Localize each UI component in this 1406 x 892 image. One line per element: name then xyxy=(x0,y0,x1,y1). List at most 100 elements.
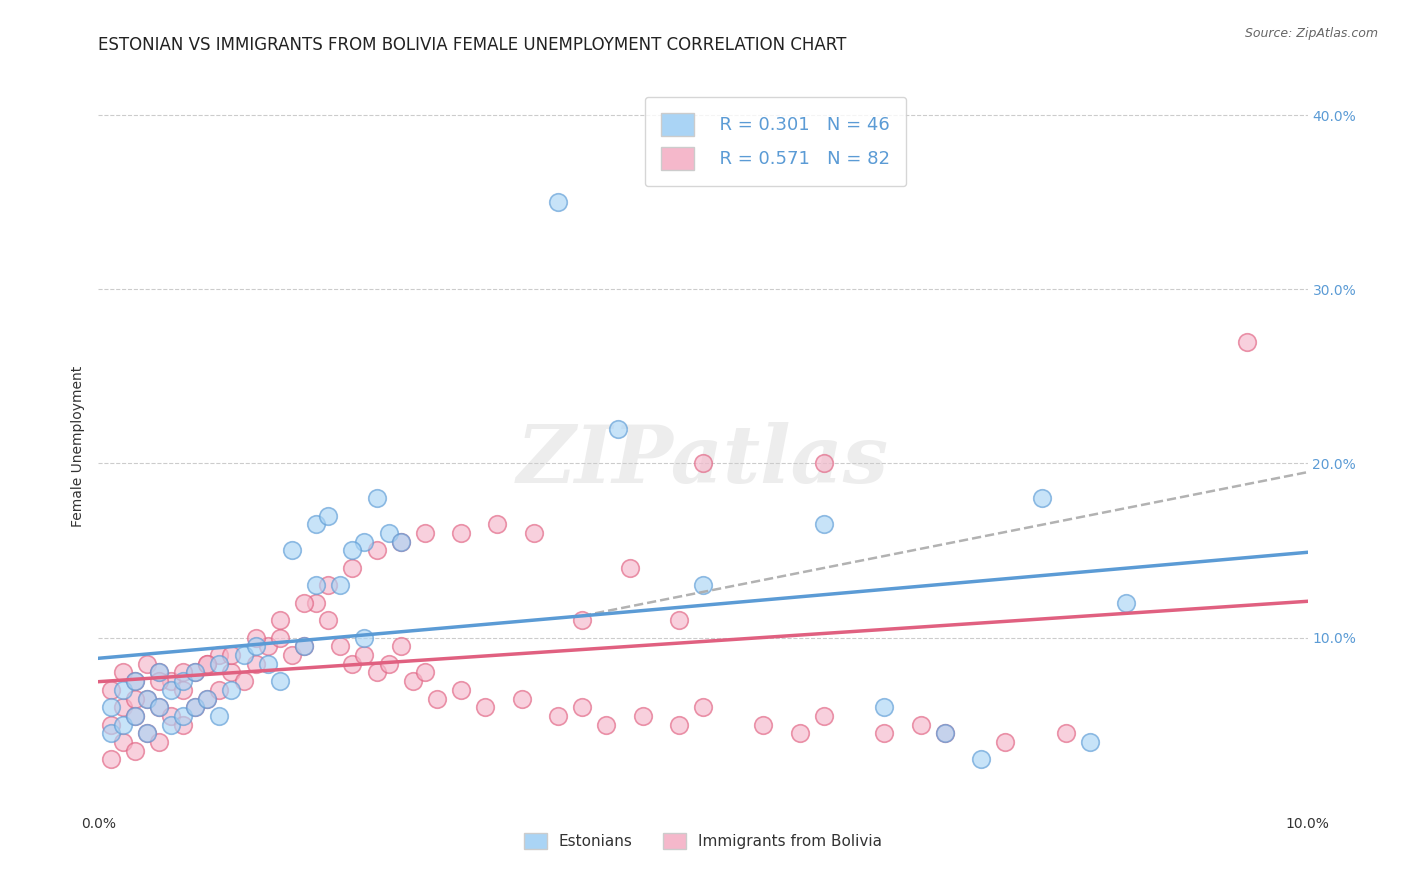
Point xyxy=(124,674,146,689)
Point xyxy=(329,640,352,654)
Point xyxy=(100,726,122,740)
Point xyxy=(148,674,170,689)
Point xyxy=(474,700,496,714)
Point xyxy=(389,534,412,549)
Point xyxy=(148,665,170,680)
Point xyxy=(135,726,157,740)
Point xyxy=(353,648,375,662)
Point xyxy=(135,691,157,706)
Point xyxy=(160,717,183,731)
Point xyxy=(402,674,425,689)
Point xyxy=(172,709,194,723)
Point xyxy=(100,717,122,731)
Point xyxy=(195,657,218,671)
Point xyxy=(111,682,134,697)
Point xyxy=(160,674,183,689)
Point xyxy=(269,631,291,645)
Point xyxy=(607,421,630,435)
Point xyxy=(389,640,412,654)
Point xyxy=(172,682,194,697)
Point xyxy=(366,543,388,558)
Point xyxy=(256,640,278,654)
Point xyxy=(281,543,304,558)
Point xyxy=(426,691,449,706)
Point xyxy=(342,561,364,575)
Point xyxy=(342,657,364,671)
Point xyxy=(124,709,146,723)
Point xyxy=(148,700,170,714)
Point xyxy=(232,674,254,689)
Point xyxy=(172,717,194,731)
Point xyxy=(281,648,304,662)
Point xyxy=(353,534,375,549)
Point xyxy=(245,631,267,645)
Point xyxy=(208,709,231,723)
Point xyxy=(329,578,352,592)
Point xyxy=(813,517,835,532)
Point xyxy=(413,665,436,680)
Point xyxy=(232,648,254,662)
Point xyxy=(184,665,207,680)
Point xyxy=(292,640,315,654)
Point xyxy=(221,648,243,662)
Point xyxy=(547,709,569,723)
Point xyxy=(184,700,207,714)
Point xyxy=(413,526,436,541)
Point xyxy=(256,657,278,671)
Point xyxy=(305,596,328,610)
Point xyxy=(111,700,134,714)
Point xyxy=(1078,735,1101,749)
Point xyxy=(184,700,207,714)
Point xyxy=(571,700,593,714)
Point xyxy=(184,665,207,680)
Point xyxy=(245,640,267,654)
Point xyxy=(450,526,472,541)
Point xyxy=(813,709,835,723)
Point xyxy=(970,752,993,766)
Point xyxy=(208,682,231,697)
Point xyxy=(450,682,472,697)
Point xyxy=(316,613,339,627)
Point xyxy=(245,657,267,671)
Point xyxy=(692,700,714,714)
Point xyxy=(547,195,569,210)
Point xyxy=(148,700,170,714)
Point xyxy=(221,665,243,680)
Point xyxy=(994,735,1017,749)
Point xyxy=(668,613,690,627)
Point xyxy=(172,674,194,689)
Point xyxy=(1054,726,1077,740)
Point xyxy=(292,640,315,654)
Point xyxy=(195,657,218,671)
Point xyxy=(389,534,412,549)
Point xyxy=(160,709,183,723)
Point xyxy=(873,700,896,714)
Point xyxy=(692,578,714,592)
Point xyxy=(124,674,146,689)
Point xyxy=(668,717,690,731)
Point xyxy=(1031,491,1053,506)
Point xyxy=(377,526,399,541)
Point xyxy=(752,717,775,731)
Point xyxy=(316,578,339,592)
Point xyxy=(195,691,218,706)
Point xyxy=(124,691,146,706)
Text: ZIPatlas: ZIPatlas xyxy=(517,422,889,500)
Point xyxy=(631,709,654,723)
Point xyxy=(269,613,291,627)
Point xyxy=(100,700,122,714)
Point xyxy=(910,717,932,731)
Point xyxy=(208,648,231,662)
Point xyxy=(135,657,157,671)
Text: Source: ZipAtlas.com: Source: ZipAtlas.com xyxy=(1244,27,1378,40)
Point xyxy=(148,735,170,749)
Point xyxy=(377,657,399,671)
Point xyxy=(316,508,339,523)
Point xyxy=(813,457,835,471)
Point xyxy=(595,717,617,731)
Point xyxy=(111,665,134,680)
Point xyxy=(305,578,328,592)
Point xyxy=(1236,334,1258,349)
Point xyxy=(486,517,509,532)
Point xyxy=(160,682,183,697)
